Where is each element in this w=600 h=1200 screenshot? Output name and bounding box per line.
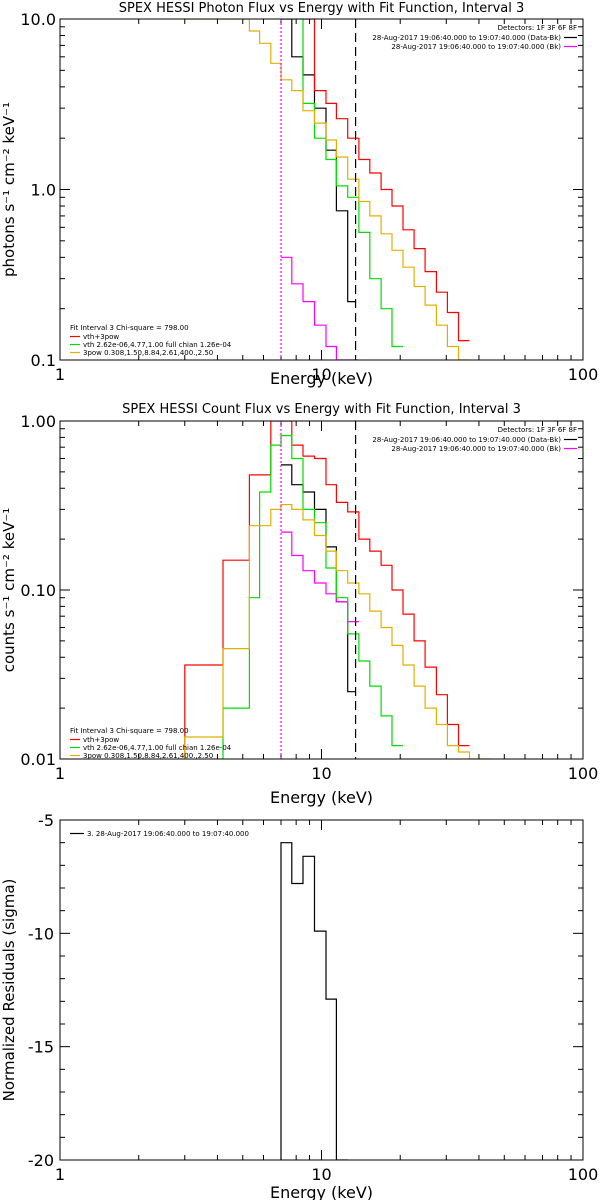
legend-entry: 28-Aug-2017 19:06:40.000 to 19:07:40.000…	[391, 43, 561, 51]
series-line-2	[281, 531, 359, 623]
legend-entry: 28-Aug-2017 19:06:40.000 to 19:07:40.000…	[372, 436, 561, 444]
legend-entry: 3pow 0.308,1.50,8.84,2.61,400.,2.50	[83, 349, 213, 357]
chart-panel-1: SPEX HESSI Photon Flux vs Energy with Fi…	[0, 1, 598, 388]
plot-area	[184, 19, 470, 360]
plot-frame	[59, 18, 584, 361]
x-axis-label: Energy (keV)	[270, 1183, 373, 1200]
series-line-5	[184, 504, 492, 759]
x-axis-ticks: 1 10 100	[55, 421, 598, 783]
x-axis-ticks: 1 10 100	[55, 820, 598, 1184]
legend-entry: vth 2.62e-06,4.77,1.00 full chian 1.26e-…	[83, 744, 232, 752]
y-axis-ticks: 0.1 1.0 10.0	[20, 10, 583, 370]
plot-frame	[59, 420, 584, 760]
chart-title: SPEX HESSI Photon Flux vs Energy with Fi…	[119, 1, 525, 16]
y-tick-label: -10	[28, 924, 54, 943]
x-tick-label: 1	[55, 1165, 65, 1184]
x-tick-label: 1	[55, 764, 65, 783]
series-line-1	[281, 464, 356, 693]
y-axis-label: photons s⁻¹ cm⁻² keV⁻¹	[0, 102, 18, 277]
y-tick-label: 1.00	[20, 412, 56, 431]
y-tick-label: 1.0	[31, 181, 56, 200]
legend-entry: 3. 28-Aug-2017 19:06:40.000 to 19:07:40.…	[87, 830, 249, 838]
legend-bottom: Fit Interval 3 Chi-square = 798.00vth+3p…	[70, 727, 232, 760]
plot-area	[280, 842, 348, 1160]
x-tick-label: 1	[55, 365, 65, 384]
x-tick-label: 10	[311, 1165, 331, 1184]
legend-top: Detectors: 1F 3F 6F 8F 28-Aug-2017 19:06:…	[372, 24, 577, 51]
legend-entry: 28-Aug-2017 19:06:40.000 to 19:07:40.000…	[372, 34, 561, 42]
chart-title: SPEX HESSI Count Flux vs Energy with Fit…	[122, 402, 521, 417]
x-tick-label: 100	[568, 764, 599, 783]
legend-entry: vth+3pow	[83, 736, 119, 744]
legend-header: Fit Interval 3 Chi-square = 798.00	[70, 324, 189, 332]
x-tick-label: 10	[311, 764, 331, 783]
legend-top: Detectors: 1F 3F 6F 8F 28-Aug-2017 19:06:…	[372, 426, 577, 453]
series-line-2	[281, 256, 359, 360]
y-axis-ticks: 0.01 0.10 1.00	[20, 412, 583, 769]
y-tick-label: -5	[38, 811, 54, 830]
x-axis-ticks: 1 10 100	[55, 19, 598, 384]
y-axis-label: counts s⁻¹ cm⁻² keV⁻¹	[0, 508, 18, 673]
legend-entry: vth 2.62e-06,4.77,1.00 full chian 1.26e-…	[83, 341, 232, 349]
x-axis-label: Energy (keV)	[270, 788, 373, 807]
y-tick-label: 10.0	[20, 10, 56, 29]
legend-header: Fit Interval 3 Chi-square = 798.00	[70, 727, 189, 735]
x-tick-label: 100	[568, 365, 599, 384]
series-line-1	[280, 842, 348, 1160]
x-axis-label: Energy (keV)	[270, 369, 373, 388]
plot-area	[184, 421, 492, 759]
x-tick-label: 100	[568, 1165, 599, 1184]
y-axis-ticks: -5 -10 -15 -20	[28, 811, 583, 1170]
chart-panel-3: 1 10 100 -5 -10 -15 -20 Energy (keV) Normalized …	[0, 811, 598, 1200]
series-line-3	[303, 19, 470, 342]
legend-detectors: Detectors: 1F 3F 6F 8F	[498, 426, 577, 434]
series-line-4	[291, 19, 403, 348]
chart-panel-2: SPEX HESSI Count Flux vs Energy with Fit…	[0, 402, 598, 807]
legend-bottom: Fit Interval 3 Chi-square = 798.00vth+3p…	[70, 324, 232, 357]
legend-entry: vth+3pow	[83, 333, 119, 341]
y-tick-label: 0.10	[20, 581, 56, 600]
legend-detectors: Detectors: 1F 3F 6F 8F	[498, 24, 577, 32]
legend-top: 3. 28-Aug-2017 19:06:40.000 to 19:07:40.…	[70, 830, 249, 838]
plot-frame	[59, 819, 584, 1161]
series-line-3	[184, 421, 470, 759]
series-line-5	[184, 19, 470, 360]
y-tick-label: 0.1	[31, 351, 56, 370]
x-tick-label: 10	[311, 365, 331, 384]
series-line-1	[281, 19, 356, 303]
legend-entry: 28-Aug-2017 19:06:40.000 to 19:07:40.000…	[391, 445, 561, 453]
y-tick-label: -20	[28, 1151, 54, 1170]
y-axis-label: Normalized Residuals (sigma)	[0, 879, 18, 1102]
legend-entry: 3pow 0.308,1.50,8.84,2.61,400.,2.50	[83, 752, 213, 760]
y-tick-label: -15	[28, 1038, 54, 1057]
y-tick-label: 0.01	[20, 750, 56, 769]
